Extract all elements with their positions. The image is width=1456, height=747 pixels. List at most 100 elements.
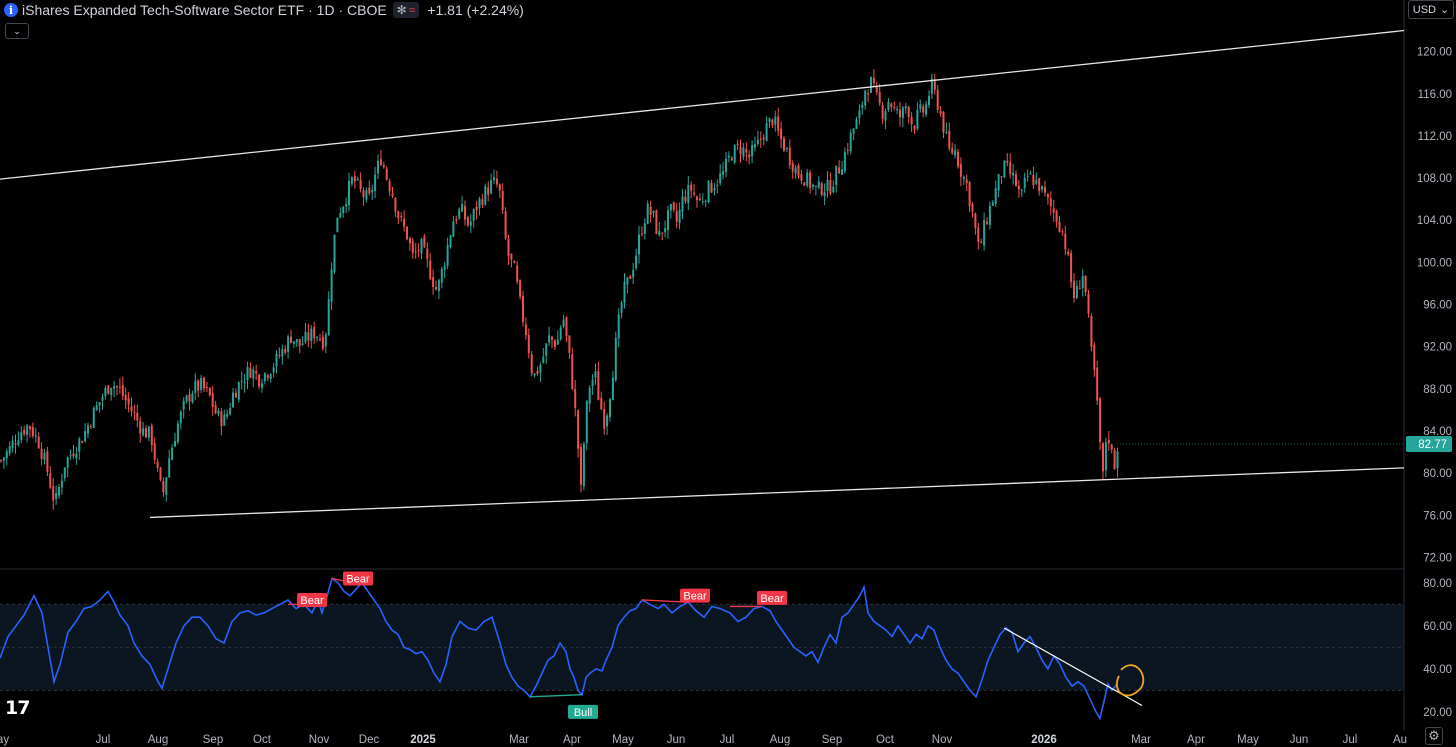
candle: [524, 317, 527, 340]
candle: [638, 225, 640, 264]
candle-body: [287, 336, 290, 352]
candle-body: [147, 426, 150, 438]
candle-body: [959, 164, 962, 177]
candle-body: [754, 144, 756, 148]
collapse-legend-button[interactable]: ⌄: [5, 23, 29, 39]
candle-body: [536, 370, 539, 374]
candle-body: [893, 107, 896, 109]
price-tick-label: 92.00: [1423, 342, 1452, 354]
candle: [884, 108, 887, 130]
candle: [991, 200, 994, 207]
price-axis[interactable]: 120.00 116.00 112.00 108.00 104.00 100.00 96.0…: [1417, 47, 1452, 565]
currency-selector[interactable]: USD ⌄: [1408, 0, 1454, 19]
candle: [208, 386, 211, 397]
settings-button[interactable]: ⚙: [1425, 727, 1443, 745]
candle: [513, 260, 516, 264]
channel-trendlines[interactable]: [0, 29, 1405, 519]
candle: [681, 188, 684, 220]
time-tick-label: Jul: [720, 734, 735, 746]
candle-body: [559, 327, 562, 340]
candle: [0, 459, 2, 463]
candle-body: [997, 174, 1000, 191]
candle: [29, 425, 31, 438]
candle-body: [1093, 344, 1096, 370]
candle: [704, 199, 707, 208]
rsi-axis[interactable]: 80.00 60.00 40.00 20.00: [1423, 578, 1452, 719]
candle: [867, 89, 870, 102]
candle: [864, 89, 867, 110]
candle-body: [516, 265, 519, 282]
candle: [461, 196, 464, 213]
candle-body: [423, 236, 426, 248]
candle-body: [345, 204, 348, 207]
candle-body: [17, 440, 20, 445]
candle: [348, 172, 350, 212]
candle-body: [759, 138, 762, 140]
candle: [261, 378, 263, 393]
candle-body: [629, 275, 632, 279]
candle: [533, 373, 536, 378]
candle: [771, 118, 774, 128]
candle: [814, 185, 817, 196]
candle-body: [452, 221, 455, 237]
candle-body: [1058, 221, 1061, 233]
candle: [414, 242, 417, 259]
candle: [1012, 163, 1015, 185]
candle: [696, 195, 698, 208]
candle-body: [510, 253, 513, 260]
time-tick-label: May: [612, 734, 634, 746]
candle: [185, 394, 188, 404]
candle: [893, 101, 896, 111]
candle-body: [1107, 439, 1110, 444]
candle-body: [838, 167, 841, 174]
candle-body: [524, 324, 527, 336]
candle: [316, 335, 319, 342]
candle: [626, 276, 629, 294]
candle-body: [655, 210, 658, 234]
candle-body: [574, 389, 577, 409]
candle-body: [203, 377, 205, 389]
price-tick-label: 112.00: [1418, 131, 1452, 143]
candle: [1000, 175, 1003, 184]
candle: [75, 447, 78, 465]
asterisk-icon: ✻: [396, 3, 407, 17]
symbol-title[interactable]: iShares Expanded Tech-Software Sector ET…: [22, 2, 387, 18]
candle-body: [765, 123, 768, 142]
candle-body: [414, 251, 417, 253]
candle-body: [89, 426, 92, 428]
candle-body: [1044, 186, 1046, 193]
candle-body: [614, 337, 617, 380]
candle: [719, 164, 722, 186]
info-icon[interactable]: i: [4, 3, 18, 17]
candle: [684, 189, 687, 204]
time-tick-label: Jul: [96, 734, 111, 746]
candle-body: [237, 382, 240, 400]
tradingview-logo[interactable]: 17: [5, 697, 30, 719]
candle: [759, 131, 762, 148]
candle: [765, 116, 768, 142]
candle-body: [1087, 293, 1090, 314]
candle: [14, 434, 17, 454]
time-axis[interactable]: ay Jul Aug Sep Oct Nov Dec 2025 Mar Apr May Jun Jul A…: [0, 734, 1407, 746]
candle: [69, 449, 72, 460]
time-tick-label: Aug: [148, 734, 168, 746]
candle: [194, 373, 197, 400]
candle-body: [777, 116, 780, 131]
candle: [1029, 170, 1032, 175]
candle: [1090, 313, 1093, 352]
rsi-tick-label: 80.00: [1423, 578, 1452, 590]
candle-body: [446, 244, 449, 266]
candle-body: [301, 343, 304, 345]
candle: [292, 341, 295, 349]
candle: [501, 183, 504, 215]
candle-body: [643, 223, 646, 235]
candle-body: [562, 319, 565, 327]
candle-body: [142, 428, 145, 436]
status-pill[interactable]: ✻ ≈: [392, 2, 420, 18]
candle: [797, 163, 800, 179]
candle: [736, 139, 739, 151]
candle: [655, 209, 658, 235]
candle: [133, 404, 136, 421]
candle-body: [336, 217, 339, 233]
